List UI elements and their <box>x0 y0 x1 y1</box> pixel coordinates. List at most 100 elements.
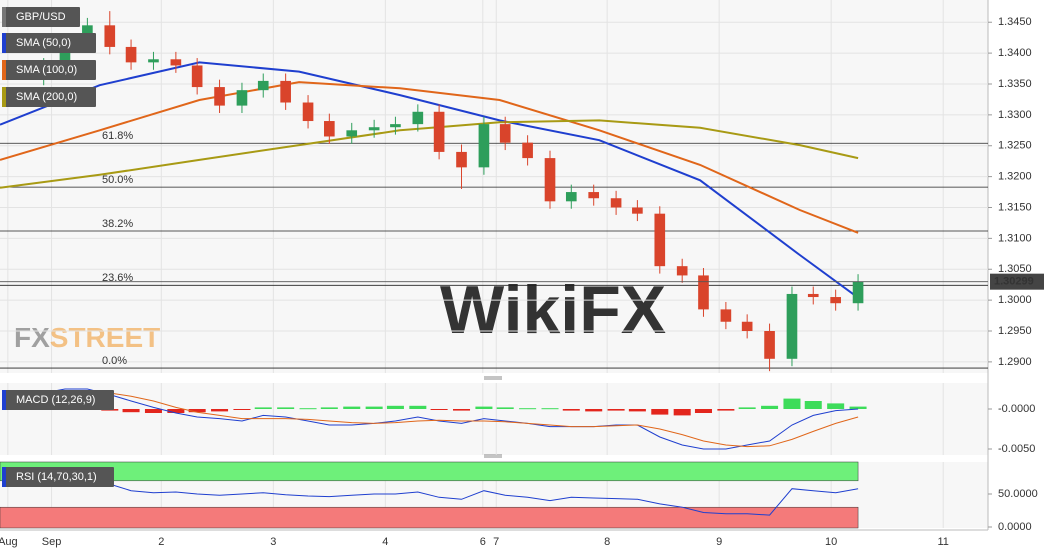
histogram-bar <box>519 408 537 410</box>
y-tick-label: 1.3200 <box>998 171 1032 183</box>
candle-body <box>654 213 666 267</box>
candle-body <box>191 65 203 88</box>
candle-body <box>368 127 380 131</box>
histogram-bar <box>804 401 822 409</box>
candle-body <box>236 90 248 106</box>
histogram-bar <box>277 407 295 409</box>
candle-body <box>764 331 775 359</box>
sma-line <box>0 119 859 189</box>
histogram-bar <box>254 407 272 409</box>
last-price-label: 1.30299 <box>994 276 1034 288</box>
y-tick-label: 1.3000 <box>998 294 1032 306</box>
y-tick-label: 1.3300 <box>998 109 1032 121</box>
candle-body <box>544 158 556 202</box>
candle-body <box>104 25 116 47</box>
x-tick-label: 10 <box>825 536 837 548</box>
candle-body <box>588 192 600 199</box>
panel-handle[interactable] <box>484 376 502 380</box>
panel-handle[interactable] <box>484 454 502 458</box>
y-tick-label: 1.2900 <box>998 356 1032 368</box>
legend-box <box>2 7 80 27</box>
histogram-bar <box>167 409 185 413</box>
histogram-bar <box>233 409 251 410</box>
x-tick-label: 3 <box>270 536 276 548</box>
candle-body <box>720 309 732 322</box>
x-tick-label: 8 <box>604 536 610 548</box>
x-tick-label: 7 <box>493 536 499 548</box>
histogram-bar <box>673 409 691 416</box>
candle-body <box>324 121 335 137</box>
legend-swatch <box>2 87 6 107</box>
candle-body <box>125 46 137 63</box>
histogram-bar <box>738 407 756 409</box>
legend-label: SMA (100,0) <box>16 64 77 76</box>
legend-swatch <box>2 33 6 53</box>
histogram-bar <box>694 409 712 413</box>
x-tick-label: 4 <box>382 536 388 548</box>
fib-label: 38.2% <box>102 218 133 230</box>
y-tick-label: -0.0050 <box>998 443 1035 455</box>
legend-box <box>2 467 114 487</box>
brand-part: STREET <box>50 322 160 353</box>
candle-body <box>412 111 424 125</box>
candle-body <box>302 102 314 122</box>
candle-body <box>499 124 511 143</box>
x-tick-label: 9 <box>716 536 722 548</box>
histogram-bar <box>827 403 845 409</box>
y-tick-label: 0.0000 <box>998 521 1032 533</box>
histogram-bar <box>541 408 559 410</box>
sma-line <box>0 81 859 234</box>
histogram-bar <box>211 409 229 412</box>
legend-box <box>2 60 96 80</box>
histogram-bar <box>343 406 361 409</box>
fib-label: 23.6% <box>102 272 133 284</box>
histogram-bar <box>475 406 493 409</box>
candle-body <box>456 151 467 168</box>
candle-body <box>280 80 291 103</box>
candle-body <box>565 192 577 202</box>
x-tick-label: Aug <box>0 536 18 548</box>
candle-body <box>59 40 71 66</box>
candle-body <box>852 281 864 304</box>
histogram-bar <box>717 409 735 411</box>
legend-box <box>2 390 114 410</box>
overbought-zone <box>0 461 859 482</box>
legend-box <box>2 87 96 107</box>
main-panel <box>0 0 988 373</box>
legend-label: SMA (200,0) <box>16 91 77 103</box>
candle-body <box>214 87 225 106</box>
candle-body <box>257 80 269 91</box>
y-tick-label: 1.3050 <box>998 263 1032 275</box>
candle-body <box>610 198 622 208</box>
candle-body <box>433 111 445 152</box>
macd-panel <box>0 383 988 455</box>
y-tick-label: 1.3400 <box>998 47 1032 59</box>
histogram-bar <box>430 409 448 410</box>
candle-body <box>741 321 753 332</box>
histogram-bar <box>562 409 580 411</box>
y-tick-label: 1.3100 <box>998 232 1032 244</box>
x-tick-label: 2 <box>158 536 164 548</box>
histogram-bar <box>299 408 317 410</box>
y-tick-label: 50.0000 <box>998 488 1038 500</box>
candle-body <box>830 297 841 304</box>
y-tick-label: 1.3350 <box>998 78 1032 90</box>
x-tick-label: 11 <box>937 536 948 548</box>
watermark: WikiFX <box>440 272 666 348</box>
fib-label: 0.0% <box>102 355 127 367</box>
legend-label: GBP/USD <box>16 11 66 23</box>
histogram-bar <box>761 405 779 409</box>
legend-label: RSI (14,70,30,1) <box>16 471 97 483</box>
candle-body <box>148 59 159 63</box>
x-tick-label: Sep <box>42 536 62 548</box>
candle-body <box>390 124 401 128</box>
histogram-bar <box>849 406 867 409</box>
candle-body <box>676 266 688 276</box>
legend-swatch <box>2 390 6 410</box>
candle-body <box>698 275 709 310</box>
y-tick-label: 1.2950 <box>998 325 1032 337</box>
histogram-bar <box>453 409 471 411</box>
legend-box <box>2 33 96 53</box>
